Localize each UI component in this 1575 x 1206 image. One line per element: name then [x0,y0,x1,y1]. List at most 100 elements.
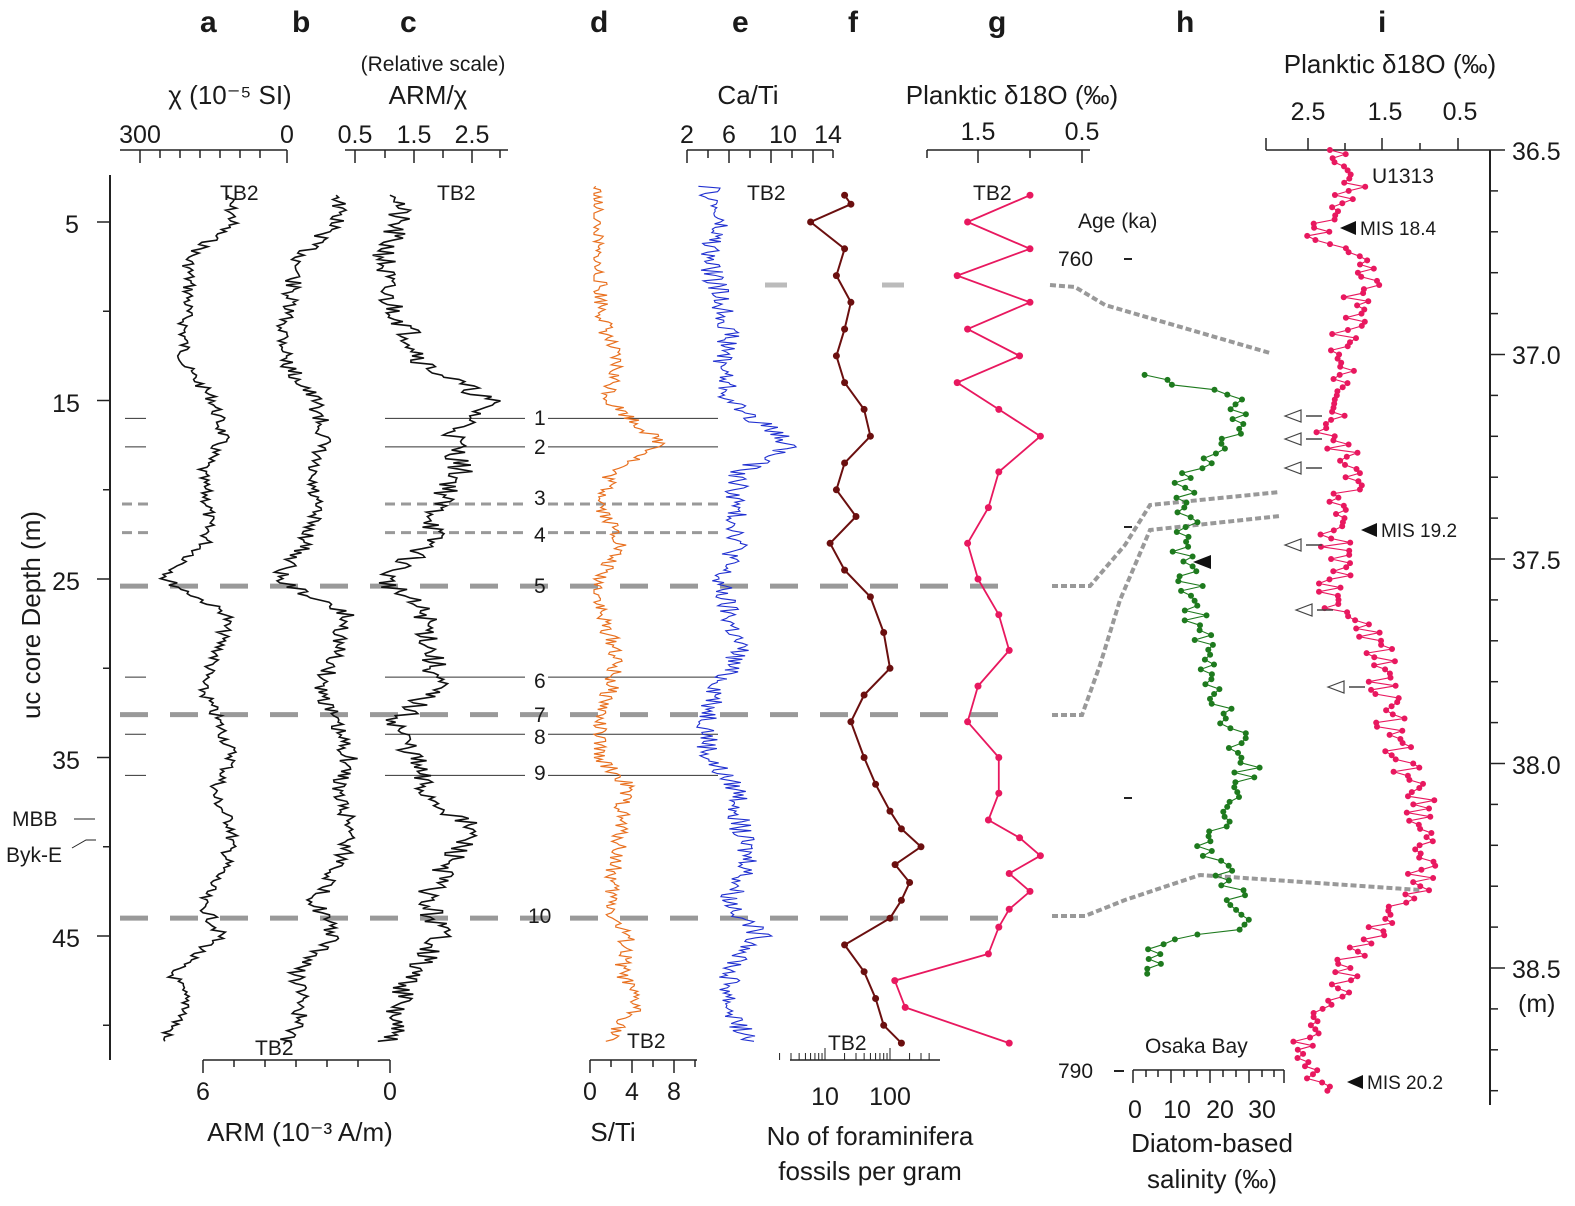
series-i-point [1328,535,1335,542]
series-h-point [1181,607,1188,614]
series-h-point [1194,519,1201,526]
series-f-point [860,968,868,976]
series-h-point [1185,533,1192,540]
series-i-point [1390,768,1397,775]
series-h-point [1227,725,1234,732]
series-i-point [1376,629,1383,636]
series-f-point [860,405,868,413]
series-i-point [1360,936,1367,943]
series-i-point [1346,989,1353,996]
series-i-point [1341,412,1348,419]
panel-h-tick-0: 0 [1128,1096,1142,1124]
series-i-point [1402,891,1409,898]
series-i-point [1328,347,1334,354]
series-i-point [1431,797,1438,804]
series-i-point [1339,523,1346,530]
series-i-point [1345,187,1352,194]
series-h-point [1208,460,1215,467]
series-h-point [1193,568,1200,575]
series-h-point [1187,475,1194,481]
series-h-point [1211,661,1217,668]
tb2-b-bottom: TB2 [255,1037,294,1060]
series-i-point [1346,175,1353,182]
series-h-point [1226,798,1233,805]
series-i-point [1417,825,1424,832]
series-i-point [1399,740,1406,746]
panel-h-site: Osaka Bay [1145,1035,1248,1058]
panel-f-tick-10: 10 [811,1083,839,1111]
series-i-point [1332,969,1339,976]
panel-label-b: b [292,6,310,39]
series-h-point [1223,897,1230,904]
series-h-point [1160,941,1167,948]
series-i-point [1312,1026,1319,1033]
series-h-point [1208,676,1215,683]
series-h-point [1205,646,1212,653]
series-f-point [807,218,815,226]
series-i-point [1357,261,1363,268]
series-g-point [995,468,1003,476]
series-i-point [1330,376,1337,382]
series-h-point [1211,691,1218,697]
series-i-point [1346,944,1353,951]
corr-line-bottom [1052,872,1421,918]
panel-g-axis: Planktic δ18O (‰) 1.5 0.5 [906,80,1118,163]
series-g-point [1005,1039,1013,1047]
panel-i-tick-2-5: 2.5 [1291,98,1326,126]
panel-i-axis: Planktic δ18O (‰) 2.5 1.5 0.5 U1313 36.5… [1265,49,1561,1105]
series-i-point [1353,466,1360,472]
series-i-point [1341,163,1347,170]
series-i-point [1317,531,1324,538]
series-g-point [1026,191,1034,199]
series-i-point [1340,294,1347,301]
series-i-point [1423,834,1430,841]
series-f-point [886,664,894,672]
series-i-point [1328,1001,1335,1008]
series-h-point [1197,622,1203,629]
series-i-point [1412,846,1419,853]
series-i-point [1382,915,1389,922]
series-h-point [1189,563,1196,570]
series-i-point [1328,416,1335,423]
series-i-point [1361,952,1368,959]
series-i-point [1358,322,1365,329]
series-i-point [1378,641,1385,648]
series-i-point [1335,601,1342,607]
series-i-point [1354,449,1361,456]
series-h-point [1221,445,1228,452]
tie-number-7: 7 [534,704,546,727]
series-h-point [1211,386,1218,393]
series-h-point [1245,916,1252,923]
series-i-point [1328,556,1335,562]
panel-f-label-line2: fossils per gram [778,1156,962,1186]
series-i-point [1316,588,1322,595]
series-i-point [1326,228,1333,235]
series-h-point [1240,421,1247,427]
series-h-point [1164,376,1171,383]
series-f-point [880,629,888,636]
series-i-point [1392,756,1399,763]
series-i-point [1416,854,1423,861]
series-f-point [841,191,849,199]
tb2-labels: TB2 TB2 TB2 TB2 TB2 TB2 TB2 [220,182,1012,1060]
series-i-point [1300,1050,1307,1057]
panel-h-label-line2: salinity (‰) [1147,1164,1277,1194]
series-h-point [1205,833,1212,840]
series-i-point [1336,371,1343,378]
series-h-point [1227,406,1234,413]
panel-label-f: f [848,6,859,39]
series-h-point [1220,710,1227,717]
series-i-point [1408,744,1414,751]
series-h-point [1174,509,1181,516]
panel-e-tick-2: 2 [680,121,694,149]
panel-b-tick-6: 6 [196,1078,210,1106]
series-i-point [1302,1063,1308,1070]
series-i-point [1432,862,1439,869]
series-i-point [1410,801,1417,808]
tie-number-4: 4 [534,524,546,547]
series-f-point [866,432,874,440]
panel-h-tick-30: 30 [1248,1096,1276,1124]
panel-i-depth-38-5: 38.5 [1512,956,1561,984]
series-i-point [1345,613,1352,620]
series-h-point [1208,700,1215,707]
